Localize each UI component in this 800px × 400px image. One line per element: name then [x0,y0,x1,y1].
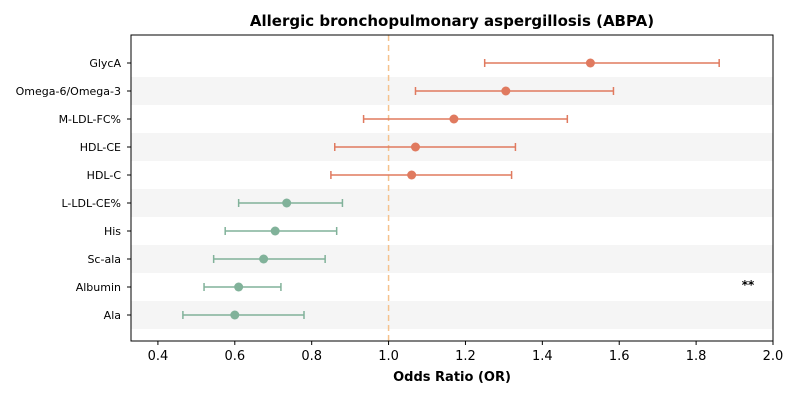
x-tick-label: 1.6 [609,349,630,364]
category-label: M-LDL-FC% [59,113,121,126]
or-point [410,142,420,152]
category-label: HDL-CE [80,141,121,154]
x-axis: 0.4 0.6 0.8 1.0 1.2 1.4 1.6 1.8 2.0 [148,341,784,364]
x-tick-label: 0.8 [301,349,322,364]
data-marks: ** [182,58,755,320]
category-label: Sc-ala [87,253,121,266]
or-point [501,86,511,96]
chart-title: Allergic bronchopulmonary aspergillosis … [250,12,654,30]
or-point [270,226,280,236]
or-point [259,254,269,264]
x-tick-label: 1.4 [532,349,553,364]
or-point [282,198,292,208]
category-label: HDL-C [87,169,122,182]
x-tick-label: 1.2 [455,349,476,364]
x-tick-label: 1.0 [378,349,399,364]
x-tick-label: 2.0 [763,349,784,364]
category-label: GlycA [89,57,121,70]
category-label: Ala [104,309,121,322]
x-tick-label: 1.8 [686,349,707,364]
or-point [585,58,595,68]
category-label: His [104,225,121,238]
or-point [407,170,417,180]
category-label: L-LDL-CE% [62,197,122,210]
or-point [449,114,459,124]
significance-annotation: ** [742,278,755,292]
x-tick-label: 0.6 [224,349,245,364]
plot-frame [130,34,774,342]
category-label: Albumin [76,281,121,294]
x-tick-label: 0.4 [148,349,169,364]
row-band [131,189,773,217]
or-point [234,282,244,292]
category-labels: GlycA Omega-6/Omega-3 M-LDL-FC% HDL-CE HDL-C… [16,57,131,322]
or-point [230,310,240,320]
row-bands [131,77,773,329]
x-axis-label: Odds Ratio (OR) [393,370,511,385]
category-label: Omega-6/Omega-3 [16,85,121,98]
